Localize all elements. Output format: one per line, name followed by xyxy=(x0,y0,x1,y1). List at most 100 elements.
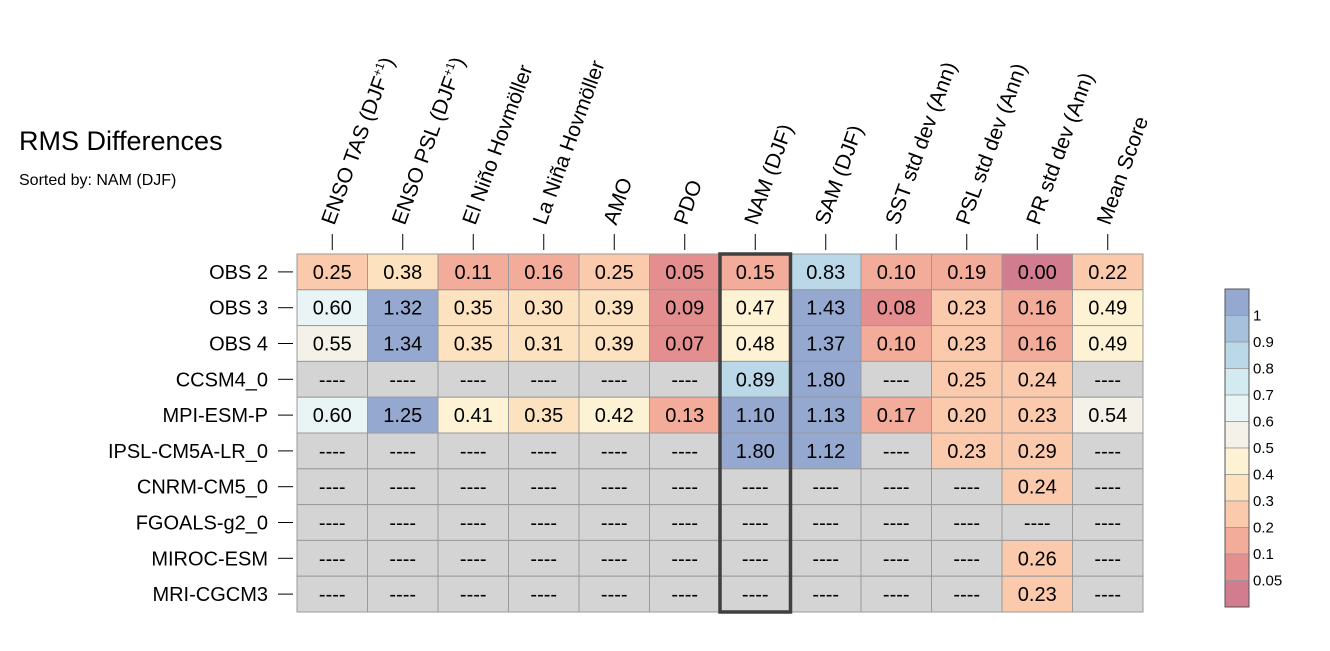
heatmap-cell xyxy=(790,539,862,577)
heatmap-cell xyxy=(508,289,580,327)
cell-value-label: 0.20 xyxy=(947,405,986,427)
cell-value-label: 0.26 xyxy=(1018,548,1057,570)
cell-value-label: ---- xyxy=(530,441,557,463)
cell-value-label: ---- xyxy=(1094,548,1121,570)
cell-value-label: ---- xyxy=(1094,513,1121,535)
colorbar-swatch xyxy=(1224,288,1250,316)
cell-value-label: 0.60 xyxy=(313,298,352,320)
cell-value-label: 0.00 xyxy=(1018,262,1057,284)
heatmap-cell xyxy=(1072,539,1144,577)
row-label: CNRM-CM5_0 xyxy=(137,477,268,499)
colorbar-tick-label: 0.3 xyxy=(1253,493,1274,510)
colorbar-tick-label: 0.8 xyxy=(1253,361,1274,378)
cell-value-label: 0.38 xyxy=(383,262,422,284)
cell-value-label: ---- xyxy=(742,548,769,570)
cell-value-label: ---- xyxy=(601,477,628,499)
colorbar-tick-label: 0.2 xyxy=(1253,520,1274,537)
heatmap-cell xyxy=(437,468,509,506)
heatmap-cell xyxy=(790,504,862,541)
cell-value-label: ---- xyxy=(460,441,487,463)
cell-value-label: ---- xyxy=(812,513,839,535)
cell-value-label: 0.16 xyxy=(1018,298,1057,320)
heatmap-cell xyxy=(578,575,650,613)
colorbar-swatch xyxy=(1224,580,1250,608)
cell-value-label: ---- xyxy=(530,369,557,391)
column-label: La Niña Hovmöller xyxy=(529,58,610,228)
heatmap-cell xyxy=(649,396,721,434)
heatmap-cell xyxy=(931,289,1003,327)
cell-value-label: 0.23 xyxy=(947,298,986,320)
heatmap-cell xyxy=(860,504,932,541)
heatmap-cell xyxy=(860,325,932,362)
cell-value-label: ---- xyxy=(742,477,769,499)
heatmap-cell xyxy=(719,432,791,470)
cell-value-label: ---- xyxy=(812,548,839,570)
column-label-text: ENSO TAS (DJF xyxy=(317,74,392,228)
heatmap-cell xyxy=(1001,504,1073,541)
cell-value-label: 0.05 xyxy=(665,262,704,284)
heatmap-cell xyxy=(578,504,650,541)
cell-value-label: ---- xyxy=(883,548,910,570)
cell-value-label: 0.25 xyxy=(947,369,986,391)
cell-value-label: ---- xyxy=(953,584,980,606)
heatmap-cell xyxy=(296,360,368,398)
heatmap-cell xyxy=(931,468,1003,506)
cell-value-label: 0.29 xyxy=(1018,441,1057,463)
heatmap-cell xyxy=(1072,504,1144,541)
cell-value-label: ---- xyxy=(671,548,698,570)
heatmap-cell xyxy=(508,432,580,470)
column-label: SAM (DJF) xyxy=(811,122,868,227)
heatmap-cell xyxy=(1072,360,1144,398)
heatmap-cell xyxy=(367,504,439,541)
heatmap-cell xyxy=(508,504,580,541)
heatmap-cell xyxy=(437,539,509,577)
heatmap-cell xyxy=(860,396,932,434)
heatmap-cell xyxy=(860,539,932,577)
cell-value-label: ---- xyxy=(601,584,628,606)
cell-value-label: ---- xyxy=(530,584,557,606)
cell-value-label: 0.55 xyxy=(313,334,352,356)
heatmap-cell xyxy=(508,325,580,362)
colorbar-tick-label: 0.6 xyxy=(1253,414,1274,431)
cell-value-label: ---- xyxy=(319,441,346,463)
cell-value-label: 0.31 xyxy=(524,334,563,356)
column-label: ENSO TAS (DJF+1) xyxy=(316,54,399,228)
heatmap-cell xyxy=(367,468,439,506)
heatmap-cell xyxy=(1001,360,1073,398)
heatmap-cell xyxy=(931,325,1003,362)
column-label: PDO xyxy=(670,177,707,228)
colorbar-frame xyxy=(1224,288,1250,608)
cell-value-label: ---- xyxy=(601,369,628,391)
heatmap-cell xyxy=(296,325,368,362)
row-label: OBS 4 xyxy=(209,334,268,356)
cell-value-label: ---- xyxy=(319,584,346,606)
heatmap-cell xyxy=(1001,539,1073,577)
row-label: OBS 2 xyxy=(209,262,268,284)
heatmap-cell xyxy=(508,539,580,577)
cell-value-label: ---- xyxy=(671,441,698,463)
cell-value-label: ---- xyxy=(671,477,698,499)
heatmap-cell xyxy=(578,325,650,362)
heatmap-cell xyxy=(578,432,650,470)
colorbar-swatch xyxy=(1224,500,1250,528)
cell-value-label: 1.34 xyxy=(383,334,422,356)
highlighted-column-frame xyxy=(718,252,793,614)
cell-value-label: 0.16 xyxy=(1018,334,1057,356)
cell-value-label: ---- xyxy=(601,513,628,535)
cell-value-label: ---- xyxy=(671,584,698,606)
heatmap-cell xyxy=(578,289,650,327)
heatmap-cell xyxy=(790,253,862,291)
row-label: MRI-CGCM3 xyxy=(152,584,268,606)
heatmap-cell xyxy=(296,253,368,291)
cell-value-label: ---- xyxy=(883,513,910,535)
colorbar-swatch xyxy=(1224,368,1250,396)
heatmap-cell xyxy=(931,253,1003,291)
column-label: El Niño Hovmöller xyxy=(458,62,537,228)
row-label: FGOALS-g2_0 xyxy=(136,513,268,535)
cell-value-label: 0.07 xyxy=(665,334,704,356)
cell-value-label: 0.60 xyxy=(313,405,352,427)
cell-value-label: ---- xyxy=(389,369,416,391)
heatmap-cell xyxy=(508,396,580,434)
heatmap-cell xyxy=(790,289,862,327)
heatmap-cell xyxy=(296,504,368,541)
